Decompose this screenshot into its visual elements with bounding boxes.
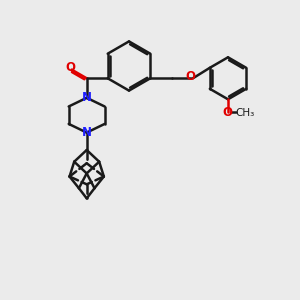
Text: N: N (82, 126, 92, 139)
Text: O: O (65, 61, 75, 74)
Text: O: O (185, 70, 196, 83)
Text: CH₃: CH₃ (235, 108, 254, 118)
Text: N: N (82, 91, 92, 104)
Text: O: O (222, 106, 233, 119)
